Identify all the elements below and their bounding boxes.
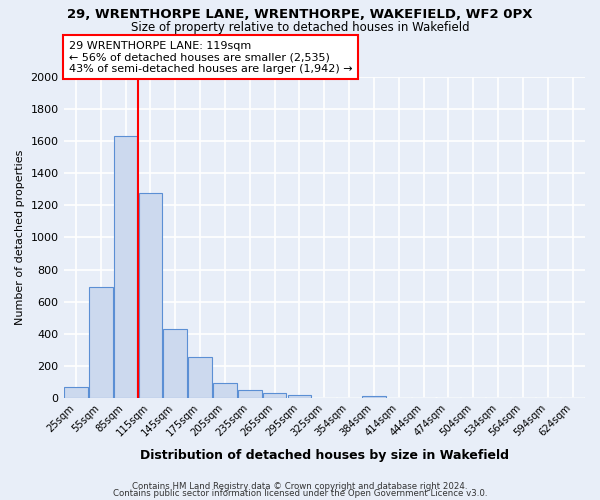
Bar [188,357,212,398]
Text: Contains HM Land Registry data © Crown copyright and database right 2024.: Contains HM Land Registry data © Crown c… [132,482,468,491]
Text: Contains public sector information licensed under the Open Government Licence v3: Contains public sector information licen… [113,490,487,498]
Bar [263,393,286,398]
Bar [287,394,311,398]
Text: Size of property relative to detached houses in Wakefield: Size of property relative to detached ho… [131,22,469,35]
Bar [362,396,386,398]
Text: 29, WRENTHORPE LANE, WRENTHORPE, WAKEFIELD, WF2 0PX: 29, WRENTHORPE LANE, WRENTHORPE, WAKEFIE… [67,8,533,20]
Bar [139,192,162,398]
Text: 29 WRENTHORPE LANE: 119sqm
← 56% of detached houses are smaller (2,535)
43% of s: 29 WRENTHORPE LANE: 119sqm ← 56% of deta… [69,40,352,74]
Bar [163,329,187,398]
Bar [64,388,88,398]
Bar [238,390,262,398]
Y-axis label: Number of detached properties: Number of detached properties [15,150,25,325]
X-axis label: Distribution of detached houses by size in Wakefield: Distribution of detached houses by size … [140,450,509,462]
Bar [114,136,137,398]
Bar [89,287,113,398]
Bar [213,384,237,398]
